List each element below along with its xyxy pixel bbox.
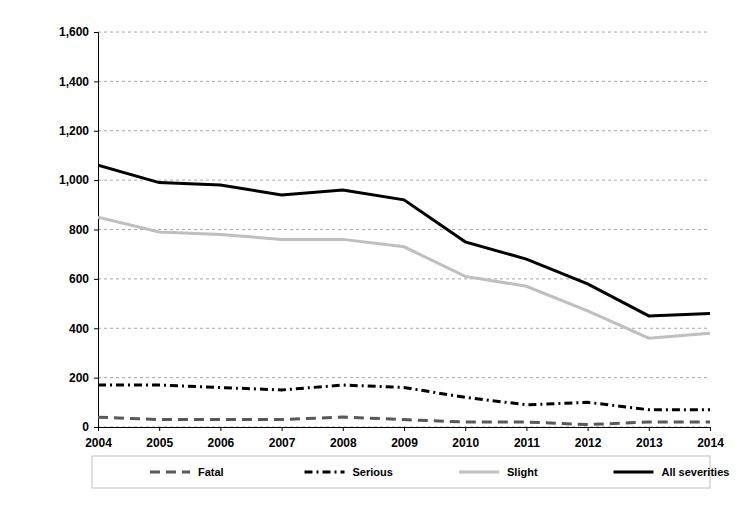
series-line: [98, 165, 710, 316]
x-tick: 2014: [697, 427, 724, 450]
legend-label: Slight: [507, 466, 538, 478]
series-line: [98, 217, 710, 338]
legend-swatch: [614, 471, 654, 474]
x-tick-mark: [282, 427, 283, 431]
x-tick: 2004: [85, 427, 112, 450]
series-line: [98, 417, 710, 424]
y-axis: 0 200 400 600 800 1,000 1,200 1,400 1,600: [59, 25, 99, 434]
y-tick-label: 200: [69, 371, 89, 385]
x-tick-label: 2006: [208, 436, 235, 450]
x-tick: 2010: [452, 427, 479, 450]
y-tick: 1,000: [59, 173, 98, 187]
grid: [98, 32, 710, 427]
y-tick-label: 1,600: [59, 25, 89, 39]
x-tick-label: 2008: [330, 436, 357, 450]
legend-swatch: [459, 471, 499, 474]
y-tick-mark: [94, 328, 98, 329]
legend-swatch: [150, 471, 190, 474]
grid-line: [98, 180, 710, 181]
y-tick-mark: [94, 279, 98, 280]
grid-line: [98, 278, 710, 279]
x-tick-label: 2009: [391, 436, 418, 450]
grid-line: [98, 32, 710, 33]
legend-label: Serious: [353, 466, 393, 478]
x-tick-label: 2013: [636, 436, 663, 450]
x-tick-label: 2010: [452, 436, 479, 450]
series-line: [98, 385, 710, 410]
x-tick-mark: [526, 427, 527, 431]
y-tick: 0: [82, 420, 98, 434]
y-tick: 200: [69, 371, 98, 385]
lines: [98, 165, 710, 424]
y-tick-label: 800: [69, 223, 89, 237]
legend-label: Fatal: [198, 466, 224, 478]
x-tick: 2007: [269, 427, 296, 450]
x-tick-mark: [588, 427, 589, 431]
x-axis-line: [99, 428, 711, 432]
x-tick: 2005: [146, 427, 173, 450]
x-tick-mark: [220, 427, 221, 431]
y-tick: 600: [69, 272, 98, 286]
y-tick-label: 1,200: [59, 124, 89, 138]
plot: 02004006008001,0001,2001,4001,6002004200…: [59, 25, 724, 450]
x-tick: 2012: [575, 427, 602, 450]
legend-swatch: [305, 471, 345, 474]
y-tick-mark: [94, 81, 98, 82]
y-tick: 1,200: [59, 124, 98, 138]
x-tick-mark: [98, 427, 99, 431]
y-tick-mark: [94, 131, 98, 132]
legend-label: All severities: [662, 466, 730, 478]
x-tick: 2013: [636, 427, 663, 450]
y-tick: 800: [69, 223, 98, 237]
y-tick-label: 600: [69, 272, 89, 286]
x-tick-mark: [465, 427, 466, 431]
grid-line: [98, 229, 710, 230]
x-tick-label: 2005: [146, 436, 173, 450]
y-tick: 1,600: [59, 25, 98, 39]
y-axis-line: [94, 33, 99, 428]
x-tick-label: 2014: [697, 436, 724, 450]
grid-line: [98, 130, 710, 131]
x-tick-label: 2011: [514, 436, 540, 450]
grid-line: [98, 377, 710, 378]
y-tick: 400: [69, 322, 98, 336]
x-tick: 2009: [391, 427, 418, 450]
grid-line: [98, 328, 710, 329]
x-tick-mark: [159, 427, 160, 431]
x-tick-mark: [649, 427, 650, 431]
y-tick-mark: [94, 427, 98, 428]
x-axis: 2004 2005 2006 2007 2008 2009 2010 2011 2012 2013…: [85, 427, 724, 450]
x-tick: 2011: [514, 427, 540, 450]
grid-line: [98, 81, 710, 82]
chart: 02004006008001,0001,2001,4001,6002004200…: [0, 0, 751, 505]
y-tick-mark: [94, 32, 98, 33]
x-tick-label: 2012: [575, 436, 602, 450]
x-tick: 2008: [330, 427, 357, 450]
x-tick-label: 2004: [85, 436, 112, 450]
y-tick-mark: [94, 180, 98, 181]
y-tick-label: 400: [69, 322, 89, 336]
y-tick: 1,400: [59, 75, 98, 89]
x-tick: 2006: [208, 427, 235, 450]
legend-frame: [92, 456, 710, 488]
x-tick-mark: [404, 427, 405, 431]
x-tick-mark: [710, 427, 711, 431]
y-tick-mark: [94, 378, 98, 379]
legend: Fatal Serious Slight All severities: [92, 456, 729, 488]
x-tick-label: 2007: [269, 436, 296, 450]
y-tick-mark: [94, 230, 98, 231]
y-tick-label: 1,400: [59, 75, 89, 89]
y-tick-label: 1,000: [59, 173, 89, 187]
y-tick-label: 0: [82, 420, 89, 434]
x-tick-mark: [343, 427, 344, 431]
